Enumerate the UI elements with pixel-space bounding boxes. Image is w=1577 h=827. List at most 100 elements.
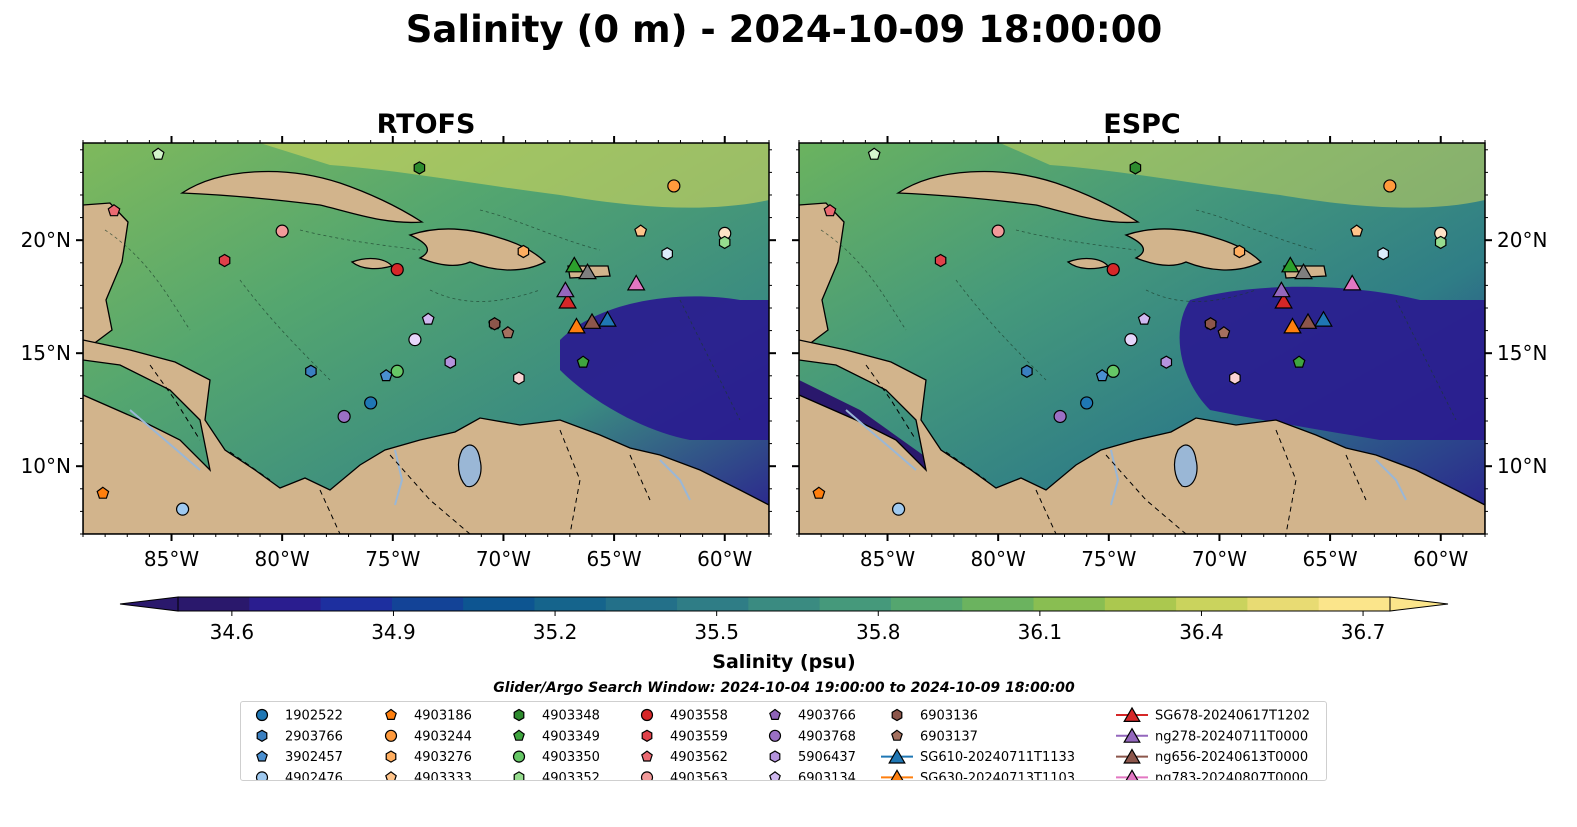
legend-marker-2903766 [256, 729, 268, 742]
platform-marker-ng783-20240807T0000 [626, 274, 646, 291]
colorbar-segment [463, 597, 536, 611]
lat-axis-rtofs: 10°N 15°N 20°N [21, 149, 776, 535]
platform-marker-6903135 [408, 333, 422, 347]
legend-marker-ng656-20240613T0000 [1123, 748, 1141, 764]
bathymetry-contours-espc [820, 209, 1457, 421]
map-frame-rtofs [82, 142, 770, 535]
legend-label: 4903562 [670, 750, 728, 765]
lat-axis-espc: 10°N 15°N 20°N [792, 149, 1547, 535]
platform-marker-4903563 [991, 224, 1005, 238]
platform-marker-4903349 [576, 355, 590, 368]
rivers-rtofs [129, 409, 691, 506]
platform-marker-6903137 [501, 326, 515, 339]
platform-marker-4903768 [1053, 409, 1067, 424]
colorbar-segment [1104, 597, 1177, 611]
legend-label: 4903352 [542, 771, 600, 780]
platform-marker-2903766 [305, 364, 317, 378]
legend-label: 4903558 [670, 709, 728, 724]
legend-marker-4903348 [513, 708, 525, 722]
platform-marker-4903348 [1129, 161, 1142, 175]
platform-markers-espc [812, 147, 1448, 516]
lon-tick-label: 70°W [1192, 547, 1247, 571]
map-frame-espc [798, 142, 1486, 535]
panel-title-espc: ESPC [1103, 109, 1181, 140]
land-cuba [179, 170, 424, 224]
platform-marker-6903137 [1217, 326, 1231, 339]
legend-label: 4903276 [414, 750, 472, 765]
lon-tick-label: 85°W [860, 547, 915, 571]
legend-label: 4903333 [414, 771, 472, 780]
colorbar-tick-label: 34.6 [210, 620, 255, 644]
legend-label: 5906437 [798, 750, 856, 765]
land-cuba [895, 170, 1140, 224]
platform-marker-SG649-20240712T1133 [1280, 256, 1300, 273]
platform-markers-rtofs [96, 147, 732, 516]
legend-label: 4903768 [798, 729, 856, 744]
platform-marker-4903349 [1292, 355, 1306, 368]
legend-label: ng656-20240613T0000 [1155, 750, 1308, 765]
platform-marker-4903276 [517, 244, 530, 259]
legend-marker-ng278-20240711T0000 [1123, 727, 1141, 743]
platform-marker-4903466 [867, 147, 881, 160]
colorbar: 34.6 34.9 35.2 35.5 35.8 36.1 36.4 36.7 [119, 596, 1449, 644]
high-salinity-north-rtofs [260, 143, 769, 208]
legend-label: 4903349 [542, 729, 600, 744]
lat-tick-label: 15°N [21, 341, 71, 365]
legend-label: 4903563 [670, 771, 728, 780]
platform-marker-5906437 [1160, 355, 1173, 369]
platform-marker-4903348 [413, 161, 426, 175]
legend-label: 4903559 [670, 729, 728, 744]
platform-marker-4903244 [1383, 179, 1397, 193]
platform-marker-ng278-20240711T0000 [556, 281, 575, 298]
colorbar-tick-label: 36.1 [1018, 620, 1063, 644]
legend-marker-SG630-20240713T1103 [888, 769, 906, 785]
legend-label: 4903244 [414, 729, 472, 744]
land-central-south-america [799, 339, 1485, 534]
lon-tick-label: 70°W [476, 547, 531, 571]
platform-marker-SG678-20240617T1202 [558, 292, 577, 309]
platform-marker-6903134 [1137, 312, 1151, 325]
legend-marker-5906437 [769, 750, 781, 763]
legend-label: 4903348 [542, 709, 600, 724]
colorbar-segment [178, 597, 250, 611]
colorbar-segment [605, 597, 678, 611]
colorbar-segment [320, 597, 393, 611]
legend-label: 6903137 [920, 729, 978, 744]
map-panel-espc: ESPC 85°W 80°W 75°W 70°W 65°W 60°W 10°N 15°N 20… [792, 109, 1547, 571]
legend-label: 2903766 [285, 729, 343, 744]
lake-maracaibo [457, 444, 482, 488]
legend-marker-ng783-20240807T0000 [1123, 769, 1141, 785]
platform-marker-4903466 [151, 147, 165, 160]
legend-marker-4903244 [384, 729, 398, 742]
platform-marker-4903562 [107, 204, 121, 217]
legend-label: 1902522 [285, 709, 343, 724]
legend-marker-4903766 [769, 708, 781, 720]
platform-marker-5906437 [444, 355, 457, 369]
colorbar-segment [890, 597, 963, 611]
panel-title-rtofs: RTOFS [377, 109, 476, 140]
lat-tick-label: 10°N [21, 454, 71, 478]
legend-marker-6903134 [769, 771, 781, 783]
legend-marker-4903352 [513, 771, 525, 784]
figure-title: Salinity (0 m) - 2024-10-09 18:00:00 [406, 8, 1162, 51]
platform-marker-4903276 [1233, 244, 1246, 259]
high-salinity-north-espc [1000, 143, 1485, 208]
legend-marker-1902522 [255, 708, 269, 722]
lon-tick-label: 65°W [1302, 547, 1357, 571]
land-central-south-america [83, 339, 769, 534]
land-hispaniola [1124, 228, 1263, 271]
lon-axis-espc: 85°W 80°W 75°W 70°W 65°W 60°W [798, 136, 1486, 571]
platform-marker-4903333 [634, 224, 648, 237]
platform-marker-4903768 [337, 409, 351, 424]
lat-tick-label: 20°N [1497, 228, 1547, 252]
lake-maracaibo [1173, 444, 1198, 488]
colorbar-segment [1176, 597, 1249, 611]
platform-marker-6903136 [488, 317, 501, 331]
platform-marker-4903563 [275, 224, 289, 238]
platform-marker-ng783-20240807T0000 [1342, 274, 1362, 291]
colorbar-segment [1033, 597, 1106, 611]
lat-tick-label: 20°N [21, 228, 71, 252]
platform-marker-4903559 [218, 253, 231, 268]
legend-label: ng783-20240807T0000 [1155, 771, 1308, 780]
